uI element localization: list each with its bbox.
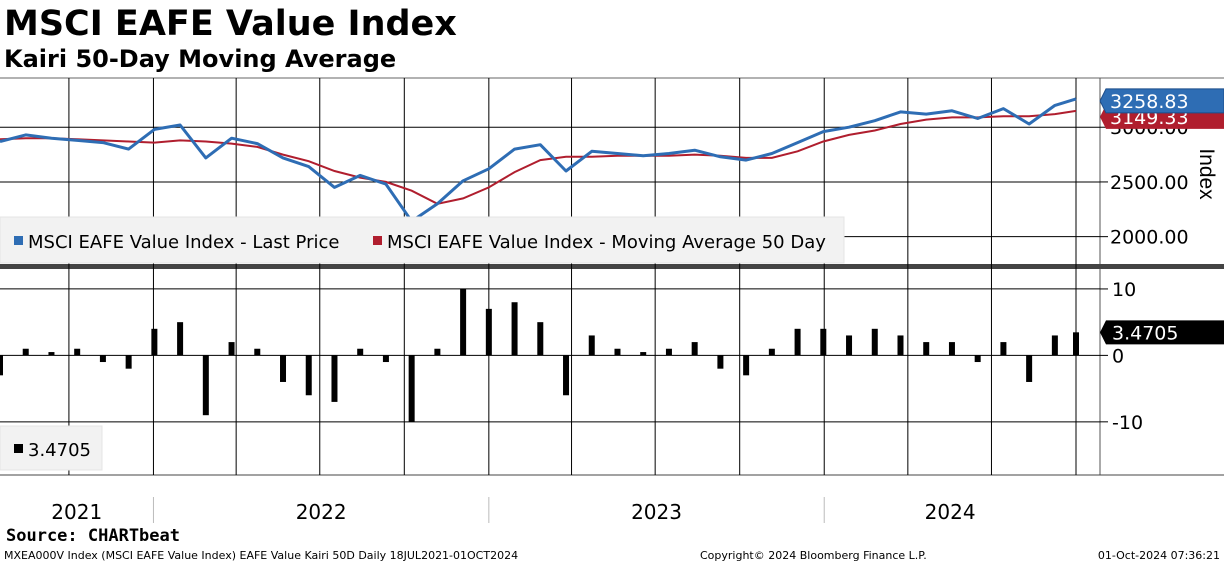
legend-label-kairi: 3.4705 — [28, 440, 91, 461]
kairi-value-label: 3.4705 — [1112, 322, 1178, 344]
kairi-bar — [280, 355, 287, 382]
kairi-bar — [691, 342, 698, 356]
kairi-bar — [820, 328, 827, 356]
upper-y-tick-label: 2000.00 — [1110, 227, 1189, 249]
price-lines — [0, 97, 1077, 223]
kairi-bar — [640, 352, 647, 356]
upper-y-tick-label: 2500.00 — [1110, 172, 1189, 194]
lower-y-tick-label: 10 — [1112, 279, 1136, 301]
legend-swatch-ma — [373, 236, 382, 245]
kairi-bar — [460, 288, 467, 356]
kairi-bar — [614, 348, 621, 356]
kairi-bar — [871, 328, 878, 356]
kairi-bar — [331, 355, 338, 402]
chart-title: MSCI EAFE Value Index — [4, 4, 457, 44]
kairi-bar — [305, 355, 312, 396]
kairi-bar — [1051, 335, 1058, 356]
x-axis-year-label: 2024 — [925, 500, 976, 524]
kairi-bar — [48, 352, 55, 356]
kairi-bar — [717, 355, 724, 369]
kairi-bar — [537, 322, 544, 356]
kairi-bar — [1026, 355, 1033, 382]
price-value-label: 3258.83 — [1110, 91, 1189, 113]
kairi-bar — [563, 355, 570, 396]
chart-subtitle: Kairi 50-Day Moving Average — [4, 45, 397, 73]
kairi-bar — [151, 328, 158, 356]
x-axis-year-label: 2021 — [51, 500, 102, 524]
kairi-bar — [357, 348, 364, 356]
kairi-bar — [485, 308, 492, 356]
kairi-bar — [511, 302, 518, 356]
kairi-bar — [254, 348, 261, 356]
kairi-bars — [0, 288, 1079, 422]
upper-legend: MSCI EAFE Value Index - Last Price MSCI … — [0, 216, 845, 264]
copyright: Copyright© 2024 Bloomberg Finance L.P. — [700, 549, 927, 562]
kairi-bar — [974, 355, 981, 363]
legend-label-ma: MSCI EAFE Value Index - Moving Average 5… — [387, 232, 826, 253]
moving-average-line — [0, 109, 1077, 205]
kairi-bar — [434, 348, 441, 356]
x-axis-year-labels: 2021 2022 2023 2024 — [51, 497, 976, 524]
lower-legend: 3.4705 — [0, 425, 103, 471]
kairi-bar — [228, 342, 235, 356]
kairi-bar — [382, 355, 389, 363]
kairi-bar — [794, 328, 801, 356]
kairi-bar — [588, 335, 595, 356]
legend-swatch-kairi — [14, 444, 23, 453]
legend-swatch-price — [14, 236, 23, 245]
kairi-bar — [897, 335, 904, 356]
source-label: Source: CHARTbeat — [6, 526, 180, 546]
kairi-bar — [768, 348, 775, 356]
price-line — [0, 97, 1077, 223]
ticker-info: MXEA000V Index (MSCI EAFE Value Index) E… — [4, 549, 519, 562]
panel-divider — [0, 264, 1224, 269]
kairi-bar — [125, 355, 132, 369]
kairi-bar — [665, 348, 672, 356]
kairi-bar — [22, 348, 29, 356]
price-value-badge: 3258.83 — [1099, 88, 1224, 114]
legend-label-price: MSCI EAFE Value Index - Last Price — [28, 232, 339, 253]
kairi-bar — [74, 348, 81, 356]
y-axis-label: Index — [1195, 148, 1218, 200]
kairi-bar — [408, 355, 415, 422]
kairi-bar — [1073, 332, 1079, 356]
kairi-bar — [1000, 342, 1007, 356]
kairi-bar — [202, 355, 209, 416]
x-axis-year-label: 2022 — [296, 500, 347, 524]
kairi-bar — [846, 335, 853, 356]
kairi-bar — [0, 355, 3, 376]
kairi-value-badge: 3.4705 — [1100, 320, 1224, 345]
kairi-bar — [177, 322, 184, 356]
grid-lines — [0, 78, 1100, 475]
x-axis-year-label: 2023 — [631, 500, 682, 524]
kairi-bar — [743, 355, 750, 376]
kairi-bar — [99, 355, 106, 363]
lower-y-tick-label: -10 — [1112, 412, 1143, 434]
kairi-bar — [923, 342, 930, 356]
lower-y-axis: 10 0 -10 — [1100, 279, 1143, 434]
timestamp: 01-Oct-2024 07:36:21 — [1097, 549, 1220, 562]
lower-y-tick-label: 0 — [1112, 345, 1124, 367]
kairi-bar — [948, 342, 955, 356]
